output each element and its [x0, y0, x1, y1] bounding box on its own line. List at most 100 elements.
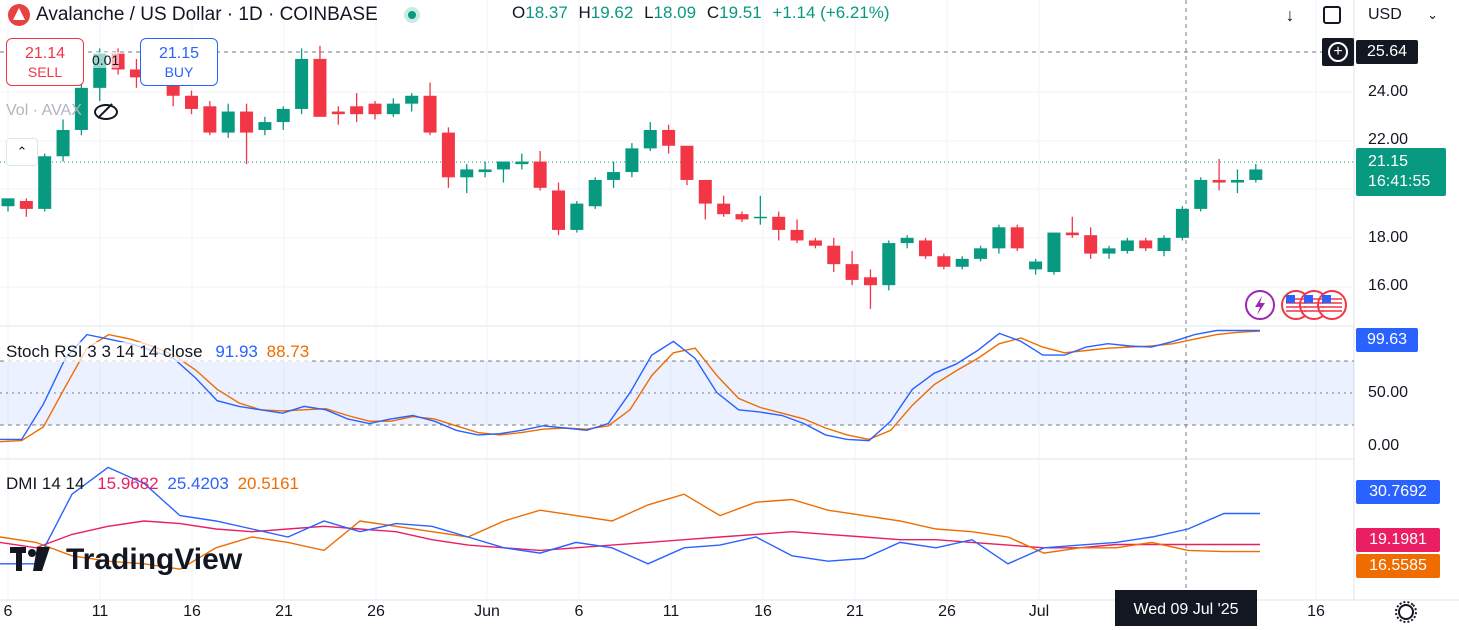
time-tick: Jun [474, 603, 500, 620]
sell-label: SELL [27, 64, 63, 80]
dmi-lines [0, 466, 1260, 570]
time-tick: 26 [938, 603, 956, 620]
candle [1175, 206, 1189, 241]
lightning-bolt-icon [1255, 296, 1265, 315]
candle [478, 161, 492, 178]
candle [955, 256, 969, 270]
candle [441, 127, 455, 188]
candle [827, 237, 841, 273]
buy-button[interactable]: 21.15 BUY [140, 38, 218, 86]
candle [1139, 237, 1153, 251]
stoch-d-value: 88.73 [266, 342, 310, 361]
candle [937, 253, 951, 270]
time-tick: 16 [183, 603, 201, 620]
candle [588, 177, 602, 209]
stoch-axis-value: 99.63 [1356, 328, 1418, 352]
candle [1212, 158, 1226, 191]
stoch-rsi-lines [0, 329, 1261, 443]
dmi-legend[interactable]: DMI 14 14 15.9682 25.4203 20.5161 [6, 474, 299, 494]
candle [735, 211, 749, 223]
time-tick: 6 [574, 603, 584, 620]
dmi-minus-line [0, 493, 1260, 570]
plus-circle-icon: + [1328, 42, 1348, 62]
symbol-header[interactable]: Avalanche / US Dollar · 1D · COINBASE [0, 0, 420, 30]
stoch-rsi-legend[interactable]: Stoch RSI 3 3 14 14 close 91.93 88.73 [6, 342, 310, 362]
candle [607, 161, 621, 188]
add-alert-button[interactable]: + [1322, 38, 1354, 66]
candle [1157, 235, 1171, 257]
fullscreen-button[interactable] [1318, 0, 1346, 30]
candle [625, 143, 639, 178]
candle [38, 153, 52, 212]
low-value: 18.09 [653, 3, 697, 22]
stoch-tick: 0.00 [1368, 437, 1400, 454]
volume-label[interactable]: Vol · AVAX [6, 102, 119, 120]
candle [552, 182, 565, 236]
sell-button[interactable]: 21.14 SELL [6, 38, 84, 86]
candle [19, 198, 33, 217]
candle [570, 200, 584, 233]
candle [423, 82, 437, 136]
stoch-band [0, 361, 1354, 425]
tradingview-logo-text: TradingView [66, 543, 243, 576]
time-tick: Jul [1028, 603, 1050, 620]
candle [900, 235, 914, 249]
candle [1120, 237, 1134, 254]
settings-button[interactable] [1390, 596, 1422, 628]
stoch-k-value: 91.93 [215, 342, 258, 361]
currency-label: USD [1368, 6, 1402, 23]
avalanche-logo-icon [8, 4, 30, 26]
candles [1, 43, 1263, 309]
price-tick: 24.00 [1368, 83, 1409, 100]
candle [808, 237, 822, 249]
time-tick: 16 [754, 603, 772, 620]
time-tick: 21 [275, 603, 293, 620]
candle [1029, 258, 1043, 275]
candle [662, 124, 676, 154]
dmi-adx-value: 15.9682 [97, 474, 159, 493]
low-label: L [644, 3, 654, 22]
stoch-rsi-params: 3 3 14 14 close [87, 342, 203, 361]
dmi-plus-value: 25.4203 [167, 474, 229, 493]
time-tick: 21 [846, 603, 864, 620]
high-label: H [578, 3, 591, 22]
market-status-icon[interactable] [403, 7, 420, 23]
candle [515, 153, 529, 170]
candle [221, 103, 235, 138]
symbol-title[interactable]: Avalanche / US Dollar · 1D · COINBASE [36, 4, 378, 25]
currency-selector[interactable]: USD ⌄ [1360, 0, 1446, 30]
candle [258, 116, 272, 136]
candle [1230, 169, 1244, 194]
download-button[interactable]: ↓ [1285, 4, 1295, 25]
candle [276, 106, 290, 130]
countdown-timer: 16:41:55 [1368, 173, 1431, 190]
candle [331, 106, 345, 125]
time-tick: 11 [91, 603, 109, 620]
candle [405, 93, 419, 112]
collapse-button[interactable]: ⌃ [6, 138, 38, 166]
dmi-minus-axis-value: 16.5585 [1356, 554, 1440, 578]
crosshair-price-label: 25.64 [1356, 40, 1418, 64]
candle [1102, 245, 1116, 259]
high-value: 19.62 [590, 3, 634, 22]
tv-logo-icon [10, 547, 26, 553]
candle [203, 101, 217, 136]
candle [1084, 227, 1098, 259]
change-value: +1.14 (+6.21%) [772, 3, 890, 22]
dmi-plus-axis-value: 30.7692 [1356, 480, 1440, 504]
eye-hidden-icon[interactable] [94, 102, 119, 120]
price-tick: 22.00 [1368, 131, 1409, 148]
candle [863, 269, 877, 309]
flag-icons[interactable] [1245, 290, 1347, 320]
price-tick: 18.00 [1368, 229, 1409, 246]
candle [717, 195, 731, 217]
candle [1065, 216, 1079, 238]
close-label: C [706, 3, 720, 22]
open-value: 18.37 [525, 3, 568, 22]
close-value: 19.51 [719, 3, 762, 22]
gridlines [0, 0, 1354, 600]
stoch-d-line [0, 330, 1261, 443]
candle [643, 122, 657, 152]
candle [129, 58, 143, 88]
